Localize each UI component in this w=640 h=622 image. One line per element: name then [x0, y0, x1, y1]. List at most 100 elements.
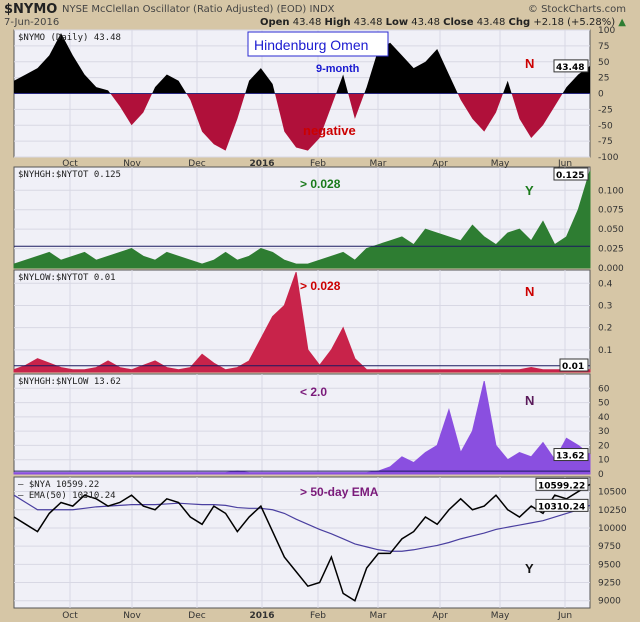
low-label: Low	[385, 17, 409, 28]
panel-legend: $NYHGH:$NYLOW 13.62	[18, 377, 121, 387]
y-tick-label: -100	[598, 153, 619, 163]
y-tick-label: -50	[598, 121, 613, 131]
x-tick-label: 2016	[249, 611, 274, 621]
x-tick-label: Jun	[557, 611, 572, 621]
nymo-negative-area	[14, 93, 590, 151]
annotation: > 0.028	[300, 177, 341, 191]
annotation: N	[525, 56, 534, 71]
high-value: 43.48	[353, 17, 383, 28]
y-tick-label: 0.2	[598, 324, 612, 334]
date: 7-Jun-2016	[4, 17, 60, 28]
brand: © StockCharts.com	[527, 4, 626, 15]
annotation: Y	[525, 183, 534, 198]
close-value: 43.48	[476, 17, 506, 28]
last-value-tag: 43.48	[556, 63, 584, 73]
y-tick-label: -75	[598, 137, 613, 147]
y-tick-label: 0.000	[598, 264, 624, 274]
panel-legend: $NYLOW:$NYTOT 0.01	[18, 273, 116, 283]
open-label: Open	[259, 17, 290, 28]
y-tick-label: 50	[598, 58, 610, 68]
last-value-tag-box	[553, 448, 589, 462]
x-tick-label: Nov	[123, 159, 141, 169]
chg-label: Chg	[508, 17, 531, 28]
last-value-tag-box	[553, 59, 589, 73]
close-label: Close	[443, 17, 474, 28]
y-tick-label: 0.025	[598, 245, 624, 255]
x-tick-label: Mar	[370, 611, 387, 621]
y-tick-label: 10500	[598, 488, 627, 498]
panel-legend: $NYHGH:$NYTOT 0.125	[18, 170, 121, 180]
x-tick-label: Oct	[62, 611, 78, 621]
x-tick-label: Apr	[432, 159, 448, 169]
x-tick-label: Nov	[123, 611, 141, 621]
open-value: 43.48	[292, 17, 322, 28]
y-tick-label: 9250	[598, 579, 621, 589]
y-tick-label: 50	[598, 399, 610, 409]
y-tick-label: 10000	[598, 524, 627, 534]
annotation: > 0.028	[300, 279, 341, 293]
y-tick-label: 9000	[598, 597, 621, 607]
last-value-tag: 10599.22	[538, 481, 585, 491]
x-tick-label: Feb	[310, 159, 326, 169]
x-tick-label: May	[491, 159, 510, 169]
last-value-tag-box	[553, 167, 589, 181]
chg-value: +2.18 (+5.28%)	[533, 17, 616, 28]
y-tick-label: 0.075	[598, 206, 624, 216]
x-tick-label: May	[491, 611, 510, 621]
last-ema-tag: 10310.24	[538, 502, 585, 512]
last-value-tag-box	[535, 477, 589, 491]
x-tick-label: Dec	[188, 611, 205, 621]
annotation: N	[525, 393, 534, 408]
x-tick-label: 2016	[249, 159, 274, 169]
series-area	[13, 381, 591, 475]
y-tick-label: 20	[598, 441, 610, 451]
x-tick-label: Jun	[557, 159, 572, 169]
nymo-positive-area	[14, 33, 590, 94]
series-area	[13, 272, 591, 373]
y-tick-label: 100	[598, 26, 615, 36]
annotation: 9-month	[316, 63, 360, 75]
y-tick-label: 0	[598, 90, 604, 100]
last-value-tag: 13.62	[556, 452, 584, 462]
last-ema-tag-box	[535, 498, 589, 512]
last-value-tag: 0.01	[562, 362, 584, 372]
y-tick-label: 0.4	[598, 279, 613, 289]
last-value-tag: 0.125	[556, 171, 584, 181]
y-tick-label: -25	[598, 105, 613, 115]
annotation: > 50-day EMA	[300, 485, 379, 499]
nya-line	[13, 483, 591, 602]
ema-legend: — EMA(50) 10310.24	[18, 491, 116, 501]
y-tick-label: 0.3	[598, 301, 612, 311]
last-value-tag-box	[559, 358, 589, 372]
description: NYSE McClellan Oscillator (Ratio Adjuste…	[62, 4, 335, 15]
y-tick-label: 10250	[598, 506, 627, 516]
y-tick-label: 30	[598, 427, 610, 437]
y-tick-label: 60	[598, 384, 610, 394]
y-tick-label: 9500	[598, 560, 621, 570]
y-tick-label: 25	[598, 74, 609, 84]
high-label: High	[324, 17, 351, 28]
x-tick-label: Apr	[432, 611, 448, 621]
x-tick-label: Dec	[188, 159, 205, 169]
nya-legend: — $NYA 10599.22	[18, 480, 99, 490]
x-tick-label: Oct	[62, 159, 78, 169]
y-tick-label: 0.050	[598, 225, 624, 235]
y-tick-label: 9750	[598, 542, 621, 552]
annotation: negative	[303, 123, 356, 138]
annotation: < 2.0	[300, 385, 327, 399]
y-tick-label: 0.1	[598, 346, 612, 356]
y-tick-label: 0	[598, 470, 604, 480]
series-area	[13, 170, 591, 269]
panel-4	[13, 476, 591, 609]
ohlc-readout: Open 43.48 High 43.48 Low 43.48 Close 43…	[260, 17, 626, 28]
y-tick-label: 40	[598, 413, 610, 423]
title-box	[247, 31, 389, 57]
chart-title: Hindenburg Omen	[254, 37, 368, 53]
up-arrow-icon: ▲	[618, 17, 626, 28]
y-tick-label: 0.100	[598, 186, 624, 196]
annotation: N	[525, 284, 534, 299]
x-tick-label: Mar	[370, 159, 387, 169]
panel-legend: $NYMO (Daily) 43.48	[18, 33, 121, 43]
